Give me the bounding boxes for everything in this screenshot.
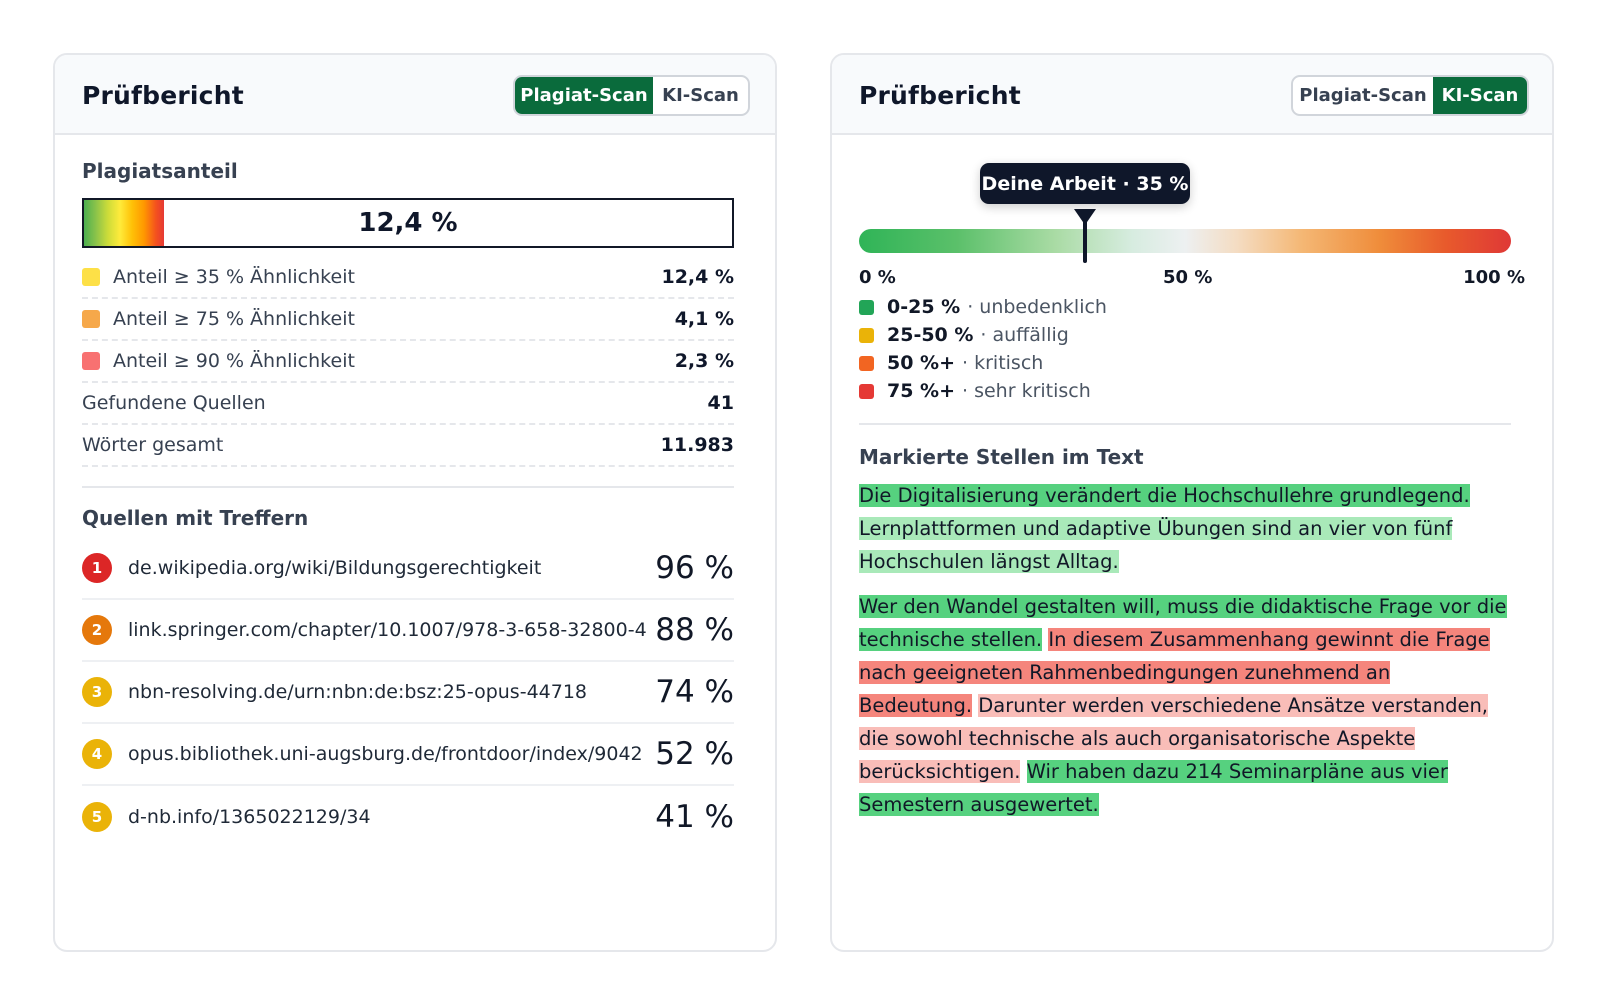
scale-max-label: 100 % [1463, 267, 1525, 288]
score-marker [1083, 217, 1087, 263]
legend-range: 75 %+ [887, 380, 956, 402]
scale-min-label: 0 % [859, 267, 896, 288]
legend-range: 25-50 % [887, 324, 974, 346]
rank-badge: 3 [82, 677, 112, 707]
tab-ki-scan[interactable]: KI-Scan [662, 85, 739, 106]
source-url[interactable]: opus.bibliothek.uni-augsburg.de/frontdoo… [128, 743, 643, 765]
marked-paragraph: Die Digitalisierung verändert die Hochsc… [859, 479, 1509, 578]
source-percent: 96 % [655, 550, 734, 586]
legend-range: 50 %+ [887, 352, 956, 374]
source-row[interactable]: 1 de.wikipedia.org/wiki/Bildungsgerechti… [82, 538, 734, 600]
legend-item: 50 %+ · kritisch [859, 350, 1043, 376]
section-divider [859, 423, 1511, 425]
legend-item: 0-25 % · unbedenklich [859, 294, 1107, 320]
legend-desc: · unbedenklich [967, 296, 1107, 318]
rank-badge: 2 [82, 615, 112, 645]
ai-report-card: Prüfbericht Plagiat-Scan KI-Scan Deine A… [830, 53, 1554, 952]
plagiarism-report-card: Prüfbericht Plagiat-Scan KI-Scan Plagiat… [53, 53, 777, 952]
scale-mid-label: 50 % [1163, 267, 1213, 288]
tab-plagiat-scan[interactable]: Plagiat-Scan [1299, 85, 1427, 106]
stat-label: Anteil ≥ 35 % Ähnlichkeit [113, 266, 355, 288]
stat-value: 11.983 [660, 434, 734, 456]
stat-row: Anteil ≥ 75 % Ähnlichkeit 4,1 % [82, 299, 734, 341]
source-row[interactable]: 2 link.springer.com/chapter/10.1007/978-… [82, 600, 734, 662]
card-header: Prüfbericht Plagiat-Scan KI-Scan [55, 55, 775, 135]
card-title: Prüfbericht [859, 81, 1021, 110]
legend-swatch-yellow [859, 327, 874, 343]
similarity-35-swatch [82, 268, 100, 286]
card-header: Prüfbericht Plagiat-Scan KI-Scan [832, 55, 1552, 135]
stat-value: 4,1 % [674, 308, 734, 330]
marked-paragraph: Wer den Wandel gestalten will, muss die … [859, 590, 1509, 821]
source-percent: 74 % [655, 674, 734, 710]
stat-value: 41 [707, 392, 734, 414]
stat-row: Anteil ≥ 90 % Ähnlichkeit 2,3 % [82, 341, 734, 383]
plagiarism-bar-fill [84, 200, 165, 246]
stat-row: Gefundene Quellen 41 [82, 383, 734, 425]
stat-label: Anteil ≥ 90 % Ähnlichkeit [113, 350, 355, 372]
similarity-90-swatch [82, 352, 100, 370]
legend-item: 75 %+ · sehr kritisch [859, 378, 1091, 404]
source-url[interactable]: link.springer.com/chapter/10.1007/978-3-… [128, 619, 647, 641]
legend-desc: · kritisch [962, 352, 1044, 374]
rank-badge: 1 [82, 553, 112, 583]
source-url[interactable]: de.wikipedia.org/wiki/Bildungsgerechtigk… [128, 557, 542, 579]
legend-swatch-red [859, 383, 874, 399]
source-percent: 52 % [655, 736, 734, 772]
source-percent: 41 % [655, 799, 734, 835]
stat-row: Wörter gesamt 11.983 [82, 425, 734, 467]
plagiarism-bar: 12,4 % [82, 198, 734, 248]
card-title: Prüfbericht [82, 81, 244, 110]
source-row[interactable]: 5 d-nb.info/1365022129/34 41 % [82, 786, 734, 848]
ai-score-scale [859, 229, 1511, 253]
source-url[interactable]: d-nb.info/1365022129/34 [128, 806, 371, 828]
plagiarism-value: 12,4 % [358, 208, 458, 238]
source-row[interactable]: 4 opus.bibliothek.uni-augsburg.de/frontd… [82, 724, 734, 786]
stat-label: Gefundene Quellen [82, 392, 266, 414]
scan-toggle: Plagiat-Scan KI-Scan [513, 75, 750, 116]
rank-badge: 4 [82, 739, 112, 769]
plagiarism-label: Plagiatsanteil [82, 159, 238, 183]
section-divider [82, 486, 734, 488]
legend-desc: · auffällig [980, 324, 1069, 346]
stat-label: Anteil ≥ 75 % Ähnlichkeit [113, 308, 355, 330]
source-percent: 88 % [655, 612, 734, 648]
legend-swatch-orange [859, 355, 874, 371]
highlight-segment: Die Digitalisierung verändert die Hochsc… [859, 484, 1470, 507]
legend-desc: · sehr kritisch [962, 380, 1091, 402]
stat-value: 2,3 % [674, 350, 734, 372]
stat-row: Anteil ≥ 35 % Ähnlichkeit 12,4 % [82, 257, 734, 299]
score-tooltip: Deine Arbeit · 35 % [980, 163, 1190, 204]
highlight-segment: Lernplattformen und adaptive Übungen sin… [859, 517, 1453, 573]
legend-range: 0-25 % [887, 296, 961, 318]
source-url[interactable]: nbn-resolving.de/urn:nbn:de:bsz:25-opus-… [128, 681, 588, 703]
stat-value: 12,4 % [661, 266, 734, 288]
legend-swatch-green [859, 299, 874, 315]
sources-heading: Quellen mit Treffern [82, 506, 309, 530]
rank-badge: 5 [82, 802, 112, 832]
marked-text-heading: Markierte Stellen im Text [859, 445, 1144, 469]
stat-label: Wörter gesamt [82, 434, 224, 456]
source-row[interactable]: 3 nbn-resolving.de/urn:nbn:de:bsz:25-opu… [82, 662, 734, 724]
legend-item: 25-50 % · auffällig [859, 322, 1069, 348]
scan-toggle: Plagiat-Scan KI-Scan [1291, 75, 1529, 116]
similarity-75-swatch [82, 310, 100, 328]
tab-plagiat-scan[interactable]: Plagiat-Scan [515, 77, 653, 114]
tab-ki-scan[interactable]: KI-Scan [1433, 77, 1527, 114]
